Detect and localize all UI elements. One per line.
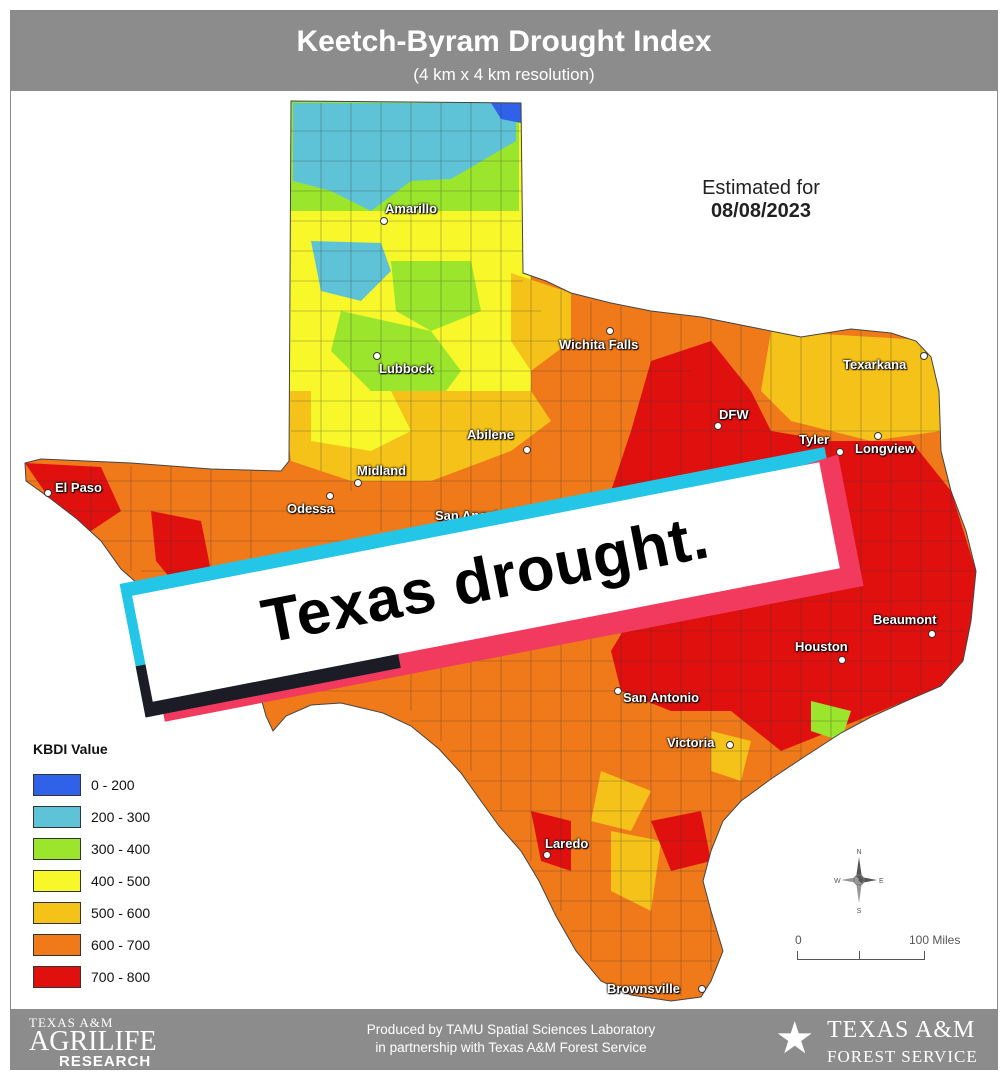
city-label-laredo: Laredo <box>545 836 589 851</box>
city-label-el-paso: El Paso <box>55 480 102 495</box>
legend-label: 0 - 200 <box>91 777 135 793</box>
legend-swatch <box>33 838 81 860</box>
map-footer: TEXAS A&M AGRILIFE RESEARCH Produced by … <box>11 1009 997 1070</box>
map-subtitle: (4 km x 4 km resolution) <box>413 65 595 84</box>
city-dot <box>920 352 928 360</box>
compass-n: N <box>856 849 861 856</box>
city-dot <box>44 489 52 497</box>
agrilife-research-logo: TEXAS A&M AGRILIFE RESEARCH <box>29 1015 169 1070</box>
scale-start-label: 0 <box>795 933 802 947</box>
legend-item: 300 - 400 <box>33 833 150 865</box>
legend-label: 600 - 700 <box>91 937 151 953</box>
city-label-victoria: Victoria <box>667 735 715 750</box>
estimate-label: Estimated for <box>702 177 820 199</box>
legend-swatch <box>33 934 81 956</box>
legend-item: 600 - 700 <box>33 929 150 961</box>
legend-title: KBDI Value <box>33 741 108 757</box>
legend-label: 700 - 800 <box>91 969 151 985</box>
map-title: Keetch-Byram Drought Index <box>296 25 712 58</box>
city-dot <box>326 492 334 500</box>
city-label-san-antonio: San Antonio <box>623 690 700 705</box>
forest-line2: FOREST SERVICE <box>827 1047 978 1066</box>
estimate-date: 08/08/2023 <box>710 200 812 222</box>
city-label-longview: Longview <box>855 441 915 456</box>
estimate-block: Estimated for 08/08/2023 <box>651 177 871 223</box>
legend-label: 400 - 500 <box>91 873 151 889</box>
star-icon: ★ <box>775 1014 815 1063</box>
map-header: Keetch-Byram Drought Index (4 km x 4 km … <box>11 11 997 91</box>
city-dot <box>836 448 844 456</box>
city-dot <box>606 327 614 335</box>
compass-rose-icon: N S W E <box>834 849 884 915</box>
city-dot <box>928 630 936 638</box>
agrilife-line1: TEXAS A&M <box>29 1015 114 1030</box>
legend-swatch <box>33 966 81 988</box>
city-label-odessa: Odessa <box>287 501 334 516</box>
city-dot <box>726 741 734 749</box>
city-label-dfw: DFW <box>719 407 749 422</box>
city-label-tyler: Tyler <box>799 432 830 447</box>
legend-swatch <box>33 774 81 796</box>
scale-bar-tick <box>859 951 860 959</box>
city-label-abilene: Abilene <box>467 427 514 442</box>
compass-w: W <box>834 878 841 885</box>
city-dot <box>614 687 622 695</box>
city-label-texarkana: Texarkana <box>843 357 907 372</box>
legend-swatch <box>33 870 81 892</box>
city-label-midland: Midland <box>357 463 407 478</box>
legend-item: 400 - 500 <box>33 865 150 897</box>
legend-swatch <box>33 902 81 924</box>
city-label-amarillo: Amarillo <box>385 201 438 216</box>
scale-end-label: 100 Miles <box>909 933 961 947</box>
city-label-beaumont: Beaumont <box>873 612 937 627</box>
agrilife-line3: RESEARCH <box>59 1053 152 1070</box>
city-dot <box>373 352 381 360</box>
legend-item: 0 - 200 <box>33 769 150 801</box>
agrilife-line2: AGRILIFE <box>29 1026 157 1057</box>
city-dot <box>838 656 846 664</box>
city-dot <box>698 985 706 993</box>
city-dot <box>714 422 722 430</box>
legend-item: 500 - 600 <box>33 897 150 929</box>
city-dot <box>523 446 531 454</box>
produced-line2: in partnership with Texas A&M Forest Ser… <box>375 1040 647 1055</box>
city-dot <box>874 432 882 440</box>
legend-label: 200 - 300 <box>91 809 151 825</box>
scale-bar-line <box>797 951 925 960</box>
city-label-lubbock: Lubbock <box>379 361 434 376</box>
city-dot <box>543 851 551 859</box>
city-dot <box>380 217 388 225</box>
legend-item: 200 - 300 <box>33 801 150 833</box>
kbdi-legend: KBDI Value 0 - 200 200 - 300 300 - 400 4… <box>33 741 150 993</box>
compass-s: S <box>857 908 862 915</box>
produced-by-text: Produced by TAMU Spatial Sciences Labora… <box>311 1021 711 1057</box>
forest-line1: TEXAS A&M <box>827 1017 976 1043</box>
produced-line1: Produced by TAMU Spatial Sciences Labora… <box>366 1022 656 1037</box>
city-label-brownsville: Brownsville <box>607 981 680 996</box>
compass-e: E <box>879 878 884 885</box>
city-label-wichita-falls: Wichita Falls <box>559 337 639 352</box>
city-dot <box>354 479 362 487</box>
city-label-houston: Houston <box>795 639 848 654</box>
legend-label: 300 - 400 <box>91 841 151 857</box>
legend-item: 700 - 800 <box>33 961 150 993</box>
legend-swatch <box>33 806 81 828</box>
legend-label: 500 - 600 <box>91 905 151 921</box>
